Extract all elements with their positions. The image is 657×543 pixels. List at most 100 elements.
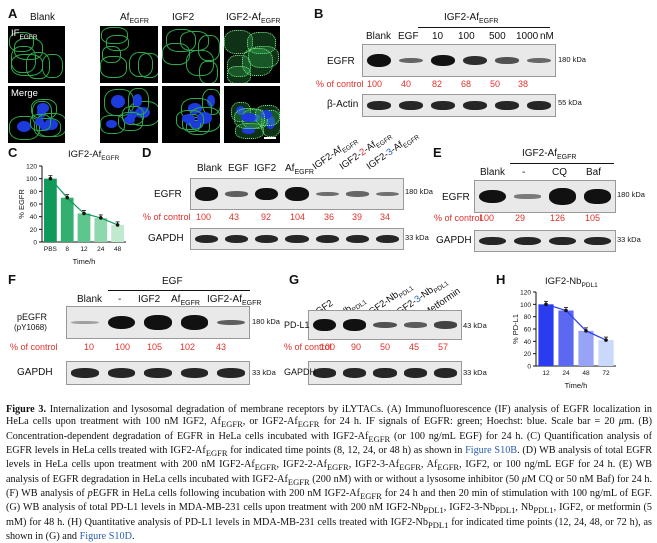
blot-band — [403, 368, 427, 378]
chart-c-point — [48, 176, 53, 181]
chart-c-x-tick-label: 8 — [65, 246, 69, 253]
unit-label: nM — [540, 31, 554, 42]
chart-c-x-tick-label: 12 — [80, 246, 88, 253]
nucleus — [111, 95, 125, 108]
caption-sub: PDL1 — [533, 505, 554, 516]
caption-sub: PDL1 — [428, 519, 449, 530]
blot-band — [216, 368, 245, 378]
lane-label: 10 — [432, 31, 444, 42]
nucleus — [206, 95, 216, 108]
caption-text: , Nb — [515, 502, 534, 514]
blot-band — [398, 57, 424, 64]
row-label-if: IFEGFR — [11, 28, 38, 41]
lane-label: Blank — [197, 163, 223, 174]
scale-bar — [264, 137, 276, 139]
blot-band — [346, 191, 370, 197]
chart-h-point — [544, 302, 548, 307]
caption-sub: PDL1 — [423, 505, 444, 516]
cell-outline — [14, 38, 44, 60]
cell-outline — [30, 114, 52, 132]
blot-label-egfr-d: EGFR — [154, 189, 182, 200]
chart-h-bar — [578, 330, 594, 366]
caption-figure-number: Figure 3. — [6, 404, 47, 415]
blot-label-egfr: EGFR — [327, 56, 355, 67]
caption-link-figure-s10b[interactable]: Figure S10B — [465, 444, 518, 456]
nucleus — [260, 109, 272, 119]
chart-h-y-tick-label: 40 — [524, 339, 532, 346]
pct-value: 104 — [290, 212, 306, 222]
pct-value: 82 — [432, 79, 443, 89]
nucleus — [241, 126, 256, 134]
blot-band — [366, 53, 392, 68]
lane-label: Blank — [480, 167, 506, 178]
chart-h-x-axis-label: Time/h — [565, 381, 588, 390]
caption-italic: μ — [618, 416, 624, 428]
mw-marker: 43 kDa — [463, 321, 487, 330]
blot-band — [479, 236, 506, 246]
caption-sub: EGFR — [297, 419, 320, 430]
chart-c-y-tick-label: 0 — [33, 240, 37, 247]
blot-band — [584, 189, 611, 204]
panel-g-letter: G — [289, 272, 300, 287]
blot-band — [494, 57, 520, 64]
panel-b-group-bracket — [418, 27, 550, 28]
gapdh-blot-f — [66, 361, 250, 385]
blot-band — [194, 234, 218, 244]
caption-text: for indicated time points (8, 12, 24, or… — [227, 444, 466, 456]
blot-band — [430, 101, 456, 110]
pct-value: 45 — [409, 342, 420, 352]
pct-label: % of control — [10, 342, 58, 352]
col-label-igf2: IGF2 — [172, 12, 195, 23]
pct-value: 100 — [320, 342, 336, 352]
pct-value: 34 — [380, 212, 391, 222]
panel-e-group-bracket — [510, 163, 614, 164]
blot-band — [315, 191, 339, 197]
blot-band — [255, 187, 279, 201]
blot-band — [376, 191, 400, 197]
blot-label-gapdh-e: GAPDH — [436, 235, 472, 246]
caption-sub: EGFR — [254, 462, 277, 473]
pct-value: 100 — [115, 342, 131, 352]
caption-text: m. (B) Concentration-dependent degradati… — [6, 416, 653, 442]
pct-value: 43 — [229, 212, 240, 222]
blot-band — [71, 368, 100, 378]
pct-value: 40 — [401, 79, 412, 89]
chart-h-y-tick-label: 0 — [527, 364, 531, 371]
merge-image-igf2-af — [224, 86, 280, 143]
pct-value: 10 — [84, 342, 95, 352]
blot-band — [462, 55, 488, 66]
blot-band — [107, 315, 136, 330]
pct-value: 100 — [367, 79, 383, 89]
chart-c-y-tick-label: 100 — [26, 176, 37, 183]
pct-value: 68 — [461, 79, 472, 89]
caption-text: , or IGF2-Af — [242, 416, 298, 428]
blot-band — [224, 234, 248, 244]
blot-band — [479, 189, 506, 204]
merge-image-af — [100, 86, 158, 143]
chart-h-point — [604, 338, 608, 342]
mw-marker: 180 kDa — [617, 190, 645, 199]
nucleus — [127, 110, 138, 120]
mw-marker: 33 kDa — [252, 368, 276, 377]
nucleus — [123, 116, 135, 125]
blot-label-pdl1: PD-L1 — [284, 320, 310, 330]
lane-label: IGF2-AfEGFR — [207, 294, 262, 307]
cell-outline — [9, 115, 41, 140]
chart-c-x-tick-label: PBS — [44, 246, 58, 253]
blot-label-actin: β-Actin — [327, 99, 359, 110]
lane-label: EGF — [398, 31, 419, 42]
lane-label: CQ — [552, 167, 567, 178]
blot-label-gapdh-d: GAPDH — [148, 233, 184, 244]
blot-label-pegfr: pEGFR — [17, 312, 48, 322]
caption-link-figure-s10d[interactable]: Figure S10D — [79, 530, 132, 542]
chart-h-y-tick-label: 120 — [520, 290, 531, 297]
panel-f-group-bracket — [108, 290, 250, 291]
blot-label-gapdh-f: GAPDH — [17, 367, 53, 378]
chart-c-bar — [94, 217, 108, 242]
chart-h-x-tick-label: 24 — [562, 370, 570, 377]
chart-c-y-tick-label: 80 — [30, 189, 38, 196]
blot-label-pegfr-site: (pY1068) — [14, 323, 47, 332]
chart-h-y-axis-label: % PD-L1 — [511, 314, 520, 344]
pct-value: 102 — [180, 342, 196, 352]
caption-italic: μ — [521, 473, 527, 485]
